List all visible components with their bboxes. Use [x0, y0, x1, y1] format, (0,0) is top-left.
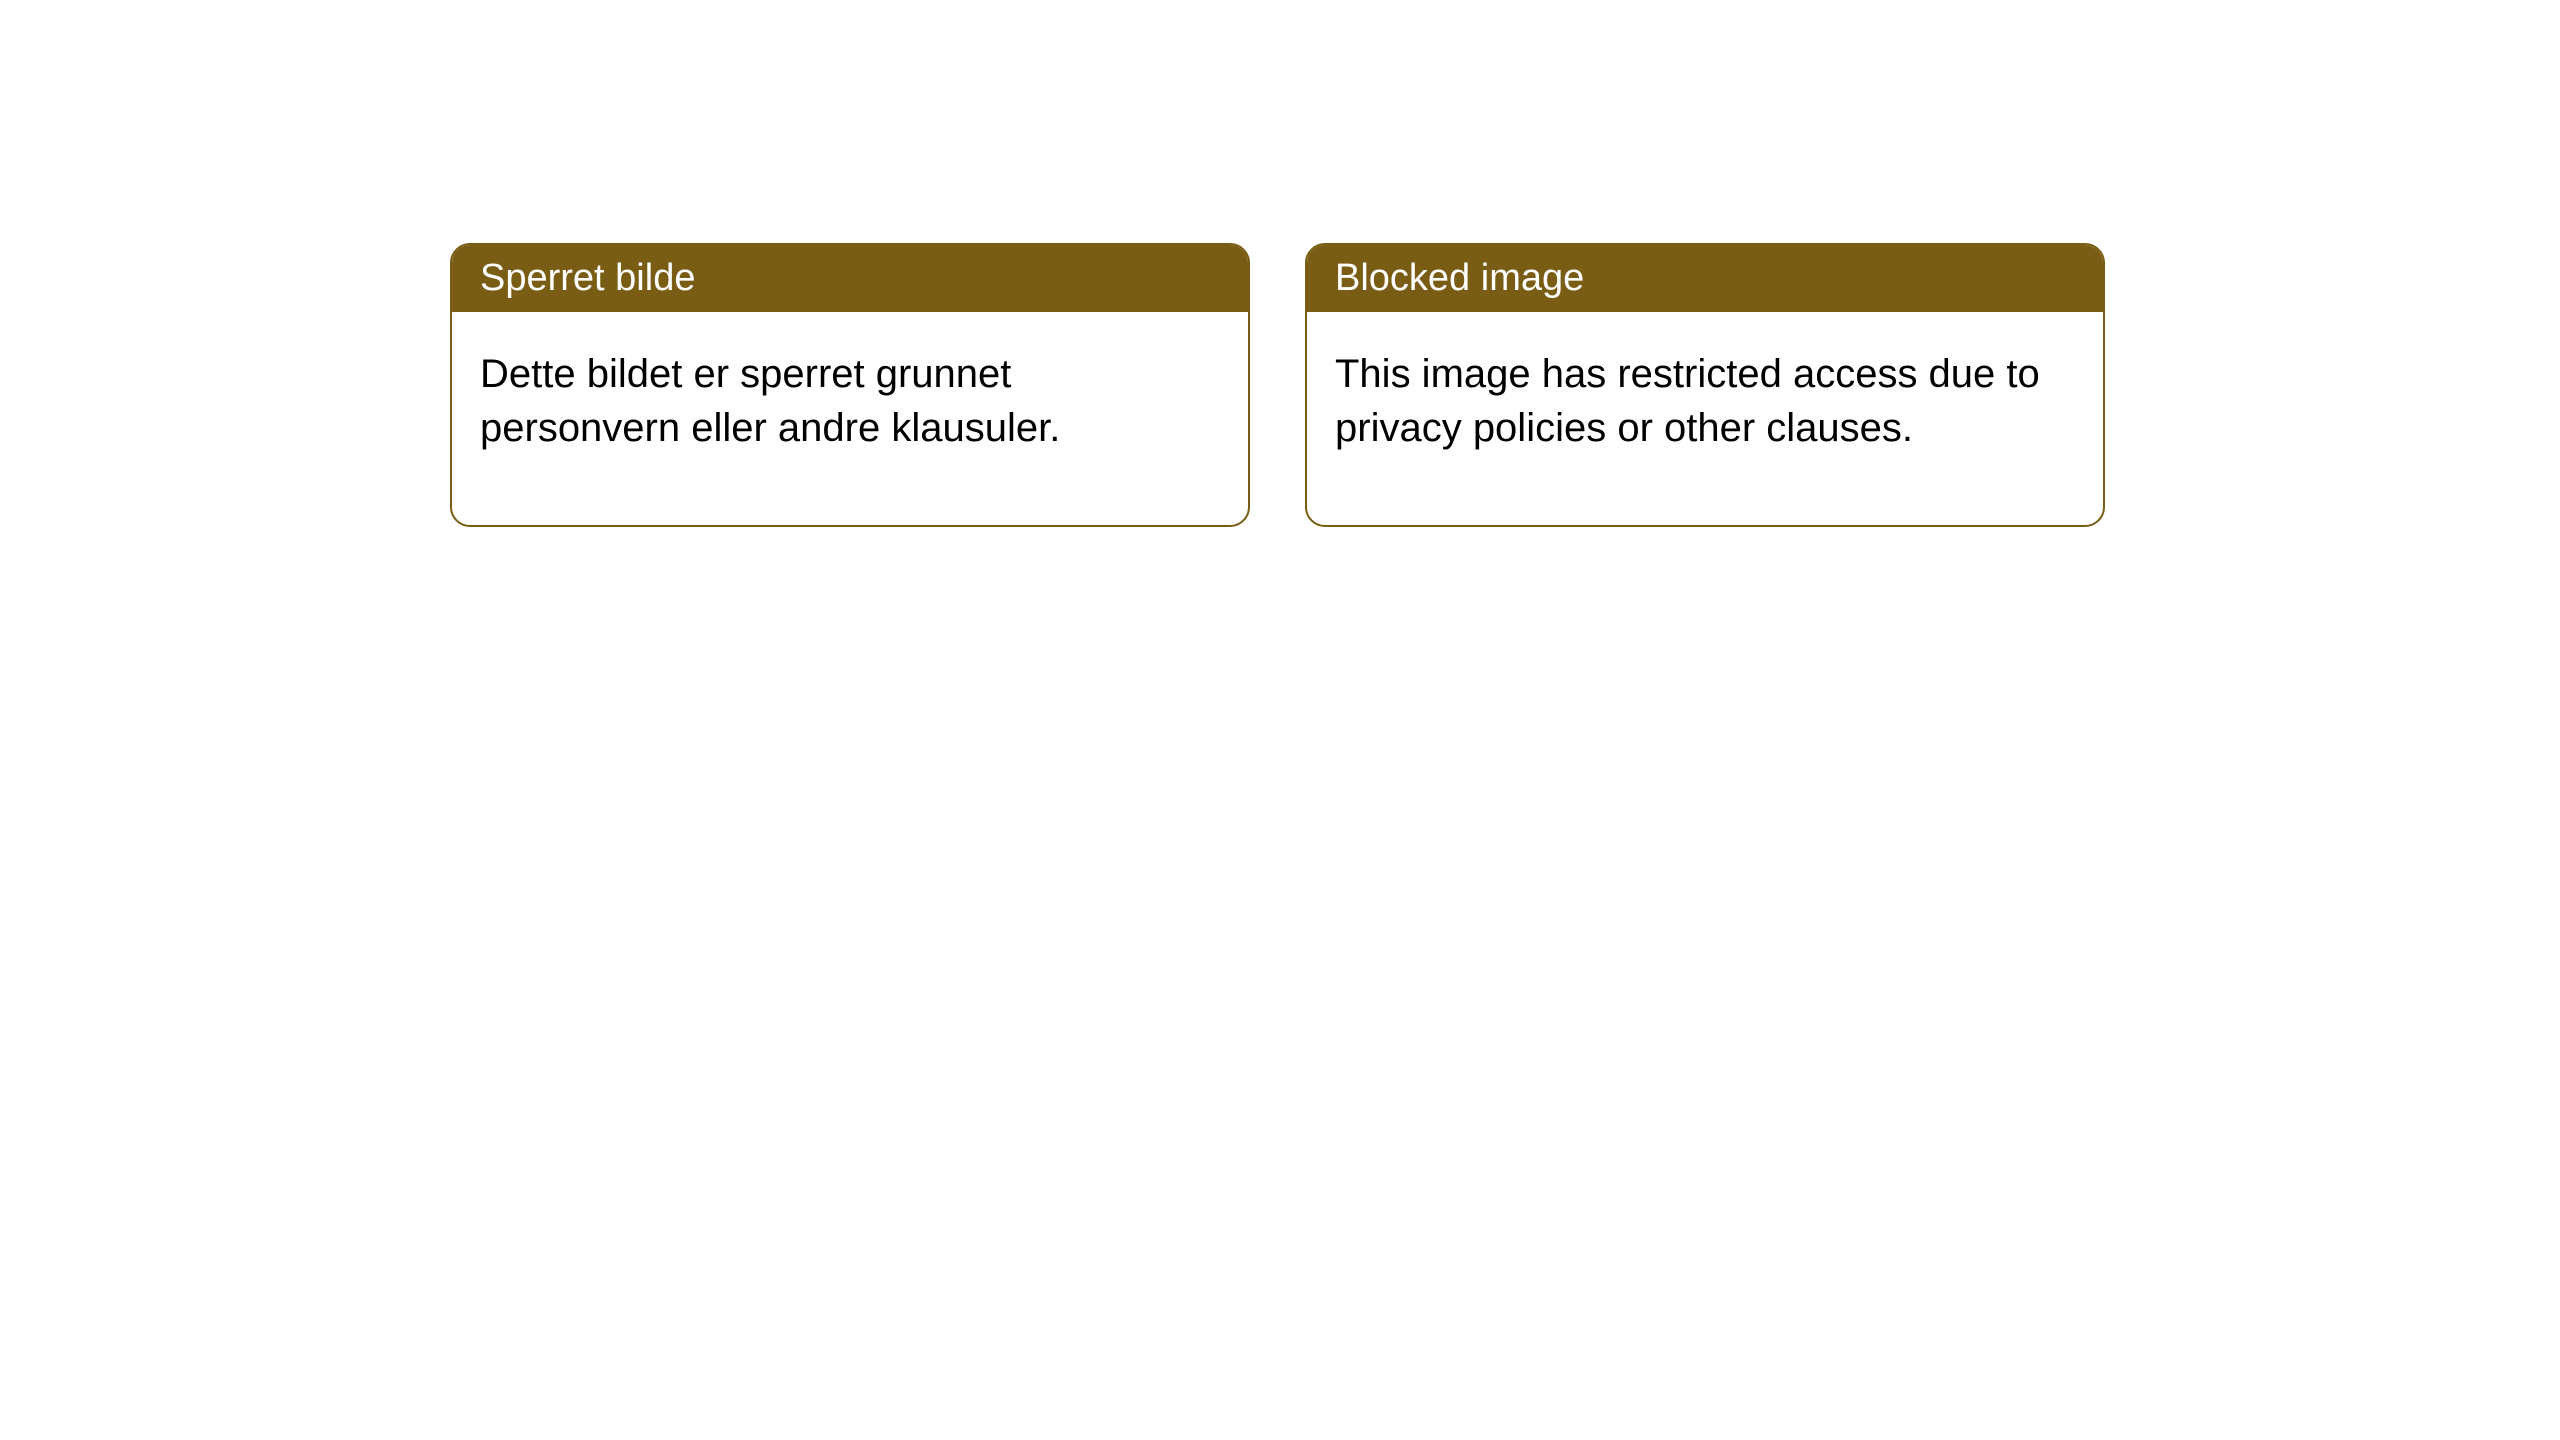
- notice-body: Dette bildet er sperret grunnet personve…: [452, 312, 1248, 525]
- notice-card-norwegian: Sperret bilde Dette bildet er sperret gr…: [450, 243, 1250, 527]
- notice-title: Sperret bilde: [480, 257, 695, 299]
- notice-container: Sperret bilde Dette bildet er sperret gr…: [450, 243, 2105, 527]
- notice-text: This image has restricted access due to …: [1335, 352, 2040, 450]
- notice-text: Dette bildet er sperret grunnet personve…: [480, 352, 1060, 450]
- notice-card-english: Blocked image This image has restricted …: [1305, 243, 2105, 527]
- notice-header: Sperret bilde: [452, 245, 1248, 312]
- notice-header: Blocked image: [1307, 245, 2103, 312]
- notice-title: Blocked image: [1335, 257, 1584, 299]
- notice-body: This image has restricted access due to …: [1307, 312, 2103, 525]
